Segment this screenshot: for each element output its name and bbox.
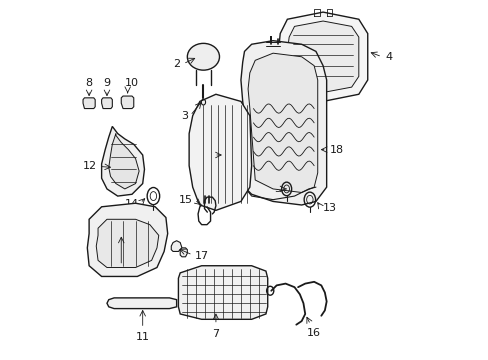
Text: 8: 8 — [85, 78, 93, 88]
Text: 6: 6 — [118, 269, 124, 279]
Polygon shape — [108, 134, 139, 189]
Polygon shape — [178, 266, 267, 319]
Polygon shape — [247, 53, 317, 193]
Ellipse shape — [187, 43, 219, 70]
Text: 18: 18 — [329, 145, 344, 155]
Polygon shape — [171, 241, 182, 251]
Polygon shape — [287, 21, 358, 93]
Text: 7: 7 — [212, 329, 219, 339]
Text: 9: 9 — [103, 78, 110, 88]
Text: 17: 17 — [195, 251, 209, 261]
Text: 2: 2 — [173, 59, 180, 69]
Text: 4: 4 — [385, 52, 392, 62]
Polygon shape — [87, 203, 167, 276]
Polygon shape — [180, 248, 187, 257]
Text: 16: 16 — [306, 328, 321, 338]
Text: 1: 1 — [204, 150, 211, 160]
Polygon shape — [107, 298, 176, 309]
Polygon shape — [83, 98, 95, 109]
Polygon shape — [278, 12, 367, 102]
Polygon shape — [96, 219, 159, 267]
Text: 11: 11 — [135, 332, 149, 342]
Polygon shape — [102, 126, 144, 196]
Text: 15: 15 — [179, 195, 193, 204]
Polygon shape — [102, 98, 112, 109]
Polygon shape — [241, 41, 326, 205]
Text: 13: 13 — [323, 203, 336, 213]
Polygon shape — [121, 96, 134, 109]
Text: 10: 10 — [125, 78, 139, 88]
Polygon shape — [189, 94, 251, 210]
Text: 14: 14 — [125, 199, 139, 209]
Text: 12: 12 — [82, 161, 97, 171]
Text: 3: 3 — [181, 111, 188, 121]
Text: 5: 5 — [274, 184, 281, 194]
